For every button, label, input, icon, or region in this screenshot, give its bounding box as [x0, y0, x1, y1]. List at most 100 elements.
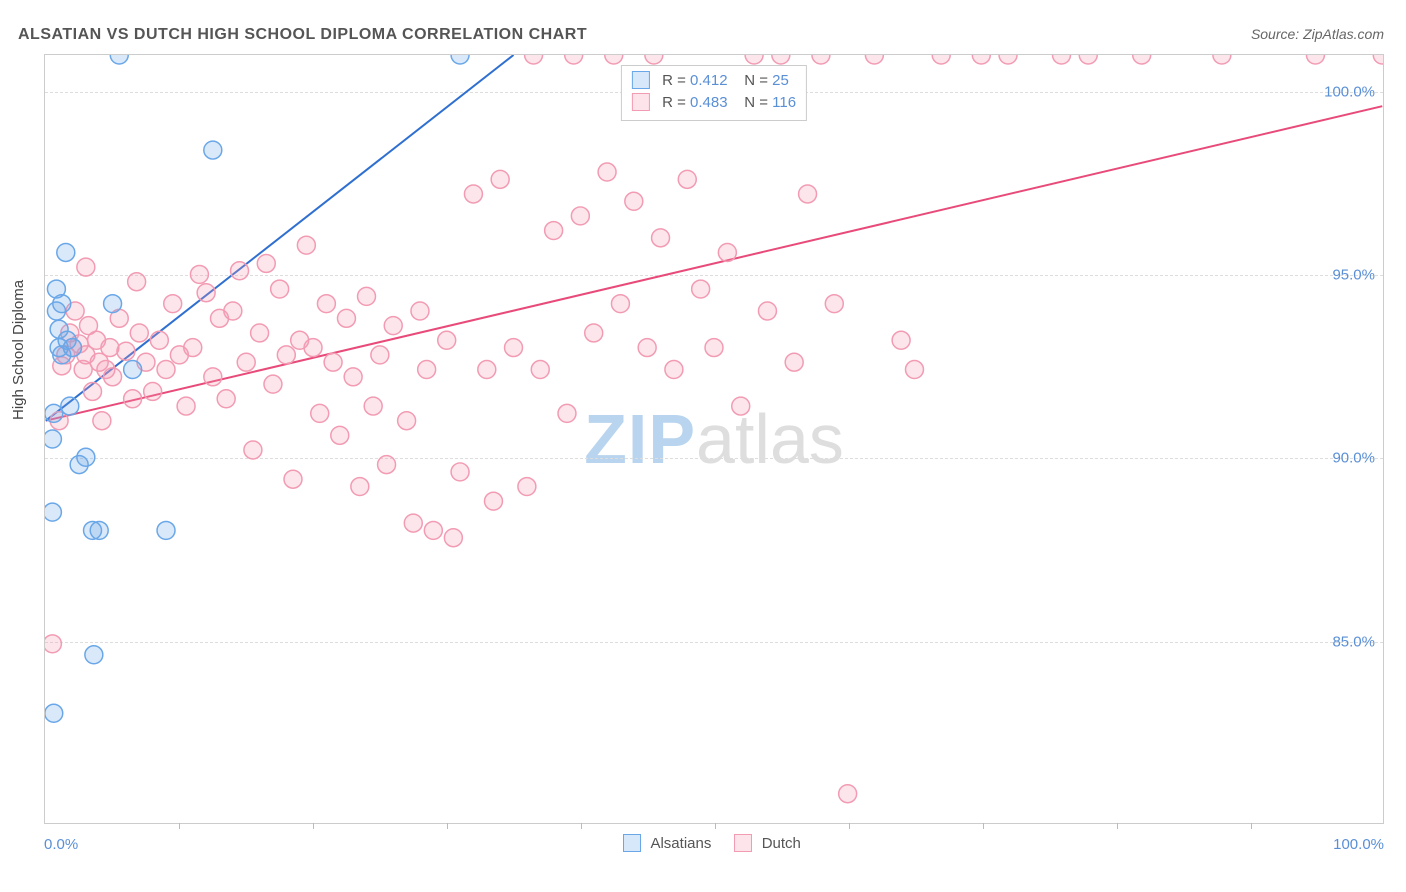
data-point-dutch — [351, 478, 369, 496]
n-value-dutch: 116 — [772, 94, 796, 111]
data-point-dutch — [451, 463, 469, 481]
data-point-dutch — [585, 324, 603, 342]
data-point-dutch — [358, 287, 376, 305]
y-axis-label: High School Diploma — [10, 280, 27, 420]
data-point-dutch — [190, 265, 208, 283]
x-tick — [715, 823, 716, 829]
data-point-dutch — [571, 207, 589, 225]
data-point-dutch — [378, 456, 396, 474]
data-point-dutch — [438, 331, 456, 349]
data-point-dutch — [324, 353, 342, 371]
data-point-alsatians — [45, 430, 61, 448]
data-point-dutch — [558, 404, 576, 422]
x-tick — [1251, 823, 1252, 829]
data-point-dutch — [331, 426, 349, 444]
data-point-alsatians — [124, 361, 142, 379]
data-point-dutch — [799, 185, 817, 203]
legend-row-dutch: R = 0.483 N = 116 — [632, 92, 796, 114]
data-point-dutch — [1133, 55, 1151, 64]
data-point-alsatians — [451, 55, 469, 64]
data-point-dutch — [271, 280, 289, 298]
data-point-alsatians — [104, 295, 122, 313]
plot-svg — [45, 55, 1383, 823]
data-point-dutch — [231, 262, 249, 280]
data-point-alsatians — [63, 339, 81, 357]
x-tick — [581, 823, 582, 829]
data-point-dutch — [184, 339, 202, 357]
data-point-dutch — [84, 382, 102, 400]
data-point-dutch — [224, 302, 242, 320]
x-tick — [179, 823, 180, 829]
x-tick — [1117, 823, 1118, 829]
data-point-dutch — [772, 55, 790, 64]
data-point-dutch — [892, 331, 910, 349]
data-point-dutch — [150, 331, 168, 349]
n-label: N = — [744, 94, 768, 111]
data-point-dutch — [337, 309, 355, 327]
data-point-dutch — [101, 339, 119, 357]
data-point-dutch — [825, 295, 843, 313]
legend-row-alsatians: R = 0.412 N = 25 — [632, 70, 796, 92]
data-point-dutch — [204, 368, 222, 386]
data-point-dutch — [284, 470, 302, 488]
data-point-dutch — [128, 273, 146, 291]
x-tick — [313, 823, 314, 829]
data-point-dutch — [1213, 55, 1231, 64]
legend-label-alsatians: Alsatians — [650, 835, 711, 852]
data-point-dutch — [972, 55, 990, 64]
chart-title: ALSATIAN VS DUTCH HIGH SCHOOL DIPLOMA CO… — [18, 26, 587, 44]
data-point-dutch — [384, 317, 402, 335]
data-point-dutch — [277, 346, 295, 364]
data-point-dutch — [45, 635, 61, 653]
data-point-dutch — [304, 339, 322, 357]
data-point-dutch — [164, 295, 182, 313]
data-point-dutch — [906, 361, 924, 379]
legend-bottom: Alsatians Dutch — [0, 834, 1406, 852]
data-point-dutch — [297, 236, 315, 254]
r-label: R = — [662, 94, 686, 111]
data-point-dutch — [217, 390, 235, 408]
data-point-dutch — [605, 55, 623, 64]
x-tick — [849, 823, 850, 829]
data-point-dutch — [545, 222, 563, 240]
data-point-dutch — [625, 192, 643, 210]
data-point-dutch — [812, 55, 830, 64]
n-label: N = — [744, 72, 768, 89]
data-point-dutch — [478, 361, 496, 379]
data-point-dutch — [317, 295, 335, 313]
data-point-dutch — [117, 342, 135, 360]
data-point-dutch — [144, 382, 162, 400]
data-point-dutch — [745, 55, 763, 64]
data-point-dutch — [718, 244, 736, 262]
data-point-dutch — [157, 361, 175, 379]
r-label: R = — [662, 72, 686, 89]
data-point-dutch — [264, 375, 282, 393]
data-point-alsatians — [45, 503, 61, 521]
data-point-dutch — [104, 368, 122, 386]
data-point-dutch — [244, 441, 262, 459]
data-point-alsatians — [85, 646, 103, 664]
correlation-legend: R = 0.412 N = 25 R = 0.483 N = 116 — [621, 65, 807, 121]
data-point-dutch — [93, 412, 111, 430]
data-point-dutch — [525, 55, 543, 64]
legend-label-dutch: Dutch — [762, 835, 801, 852]
data-point-dutch — [999, 55, 1017, 64]
data-point-dutch — [77, 258, 95, 276]
data-point-dutch — [484, 492, 502, 510]
r-value-dutch: 0.483 — [690, 94, 728, 111]
data-point-dutch — [177, 397, 195, 415]
data-point-dutch — [678, 170, 696, 188]
data-point-dutch — [518, 478, 536, 496]
data-point-dutch — [732, 397, 750, 415]
data-point-dutch — [257, 254, 275, 272]
swatch-alsatians — [632, 71, 650, 89]
data-point-dutch — [364, 397, 382, 415]
data-point-dutch — [411, 302, 429, 320]
source-attribution: Source: ZipAtlas.com — [1251, 26, 1384, 42]
data-point-dutch — [645, 55, 663, 64]
data-point-dutch — [865, 55, 883, 64]
data-point-dutch — [464, 185, 482, 203]
data-point-dutch — [598, 163, 616, 181]
data-point-dutch — [237, 353, 255, 371]
data-point-dutch — [1373, 55, 1383, 64]
